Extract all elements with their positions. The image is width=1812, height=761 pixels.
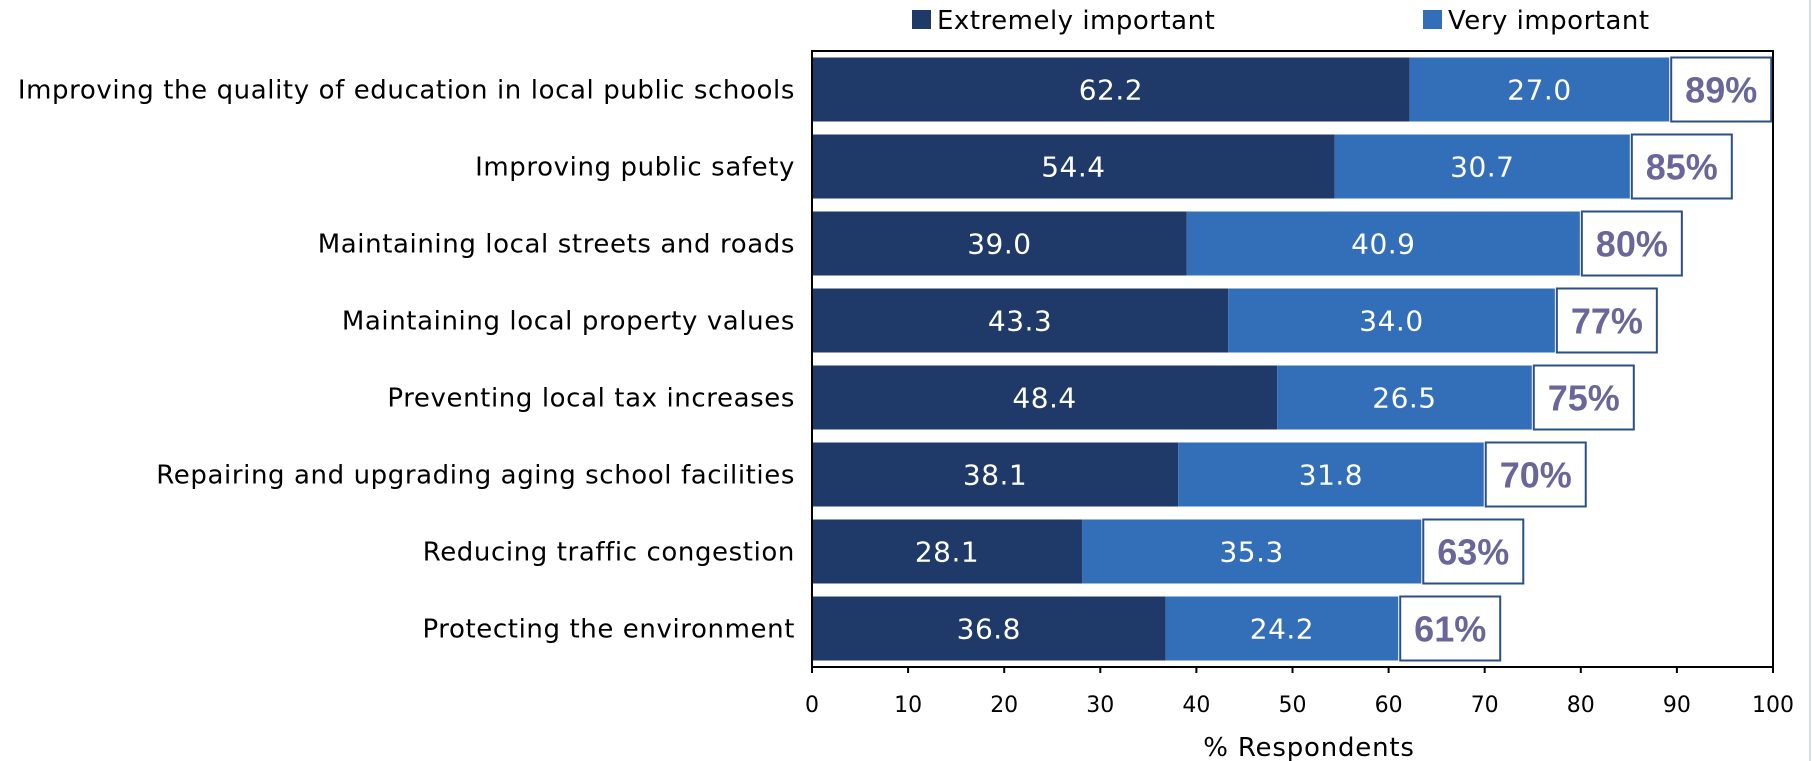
data-label-very-important: 35.3 — [1219, 536, 1283, 569]
x-tick-label: 20 — [990, 693, 1018, 718]
bar-very-important — [1186, 211, 1580, 276]
bar-very-important — [1277, 365, 1532, 430]
legend-label-very-important: Very important — [1448, 6, 1650, 36]
bar-extremely-important — [812, 211, 1187, 276]
bar-extremely-important — [812, 288, 1229, 353]
data-label-extremely-important: 39.0 — [967, 228, 1031, 261]
data-label-extremely-important: 54.4 — [1041, 151, 1105, 184]
bar-extremely-important — [812, 134, 1335, 199]
data-label-extremely-important: 62.2 — [1079, 74, 1143, 107]
category-label: Repairing and upgrading aging school fac… — [156, 461, 795, 491]
category-label: Reducing traffic congestion — [423, 538, 795, 568]
total-label: 77% — [1571, 301, 1643, 342]
x-tick-label: 40 — [1182, 693, 1210, 718]
legend: Extremely important Very important — [912, 6, 1650, 36]
x-tick-label: 10 — [894, 693, 922, 718]
bar-extremely-important — [812, 519, 1083, 584]
category-label: Improving public safety — [475, 153, 795, 183]
total-label: 85% — [1646, 147, 1718, 188]
category-label: Preventing local tax increases — [387, 384, 795, 414]
total-label: 63% — [1437, 532, 1509, 573]
x-tick-label: 100 — [1752, 693, 1794, 718]
total-box — [1399, 595, 1502, 662]
bar-very-important — [1082, 519, 1422, 584]
data-label-extremely-important: 36.8 — [957, 613, 1021, 646]
data-label-very-important: 40.9 — [1351, 228, 1415, 261]
category-label: Maintaining local streets and roads — [318, 230, 795, 260]
legend-swatch-very-important — [1423, 10, 1442, 29]
data-label-very-important: 24.2 — [1250, 613, 1314, 646]
total-box — [1630, 133, 1733, 200]
total-box — [1422, 518, 1525, 585]
total-label: 80% — [1596, 224, 1668, 265]
bar-extremely-important — [812, 365, 1278, 430]
axes — [811, 0, 1811, 761]
data-label-very-important: 26.5 — [1372, 382, 1436, 415]
x-tick-label: 30 — [1086, 693, 1114, 718]
category-labels: Improving the quality of education in lo… — [18, 76, 795, 645]
x-axis-label: % Respondents — [1203, 733, 1414, 761]
bar-very-important — [1409, 57, 1670, 122]
bar-extremely-important — [812, 57, 1410, 122]
bar-extremely-important — [812, 596, 1166, 661]
total-label: 70% — [1500, 455, 1572, 496]
x-tick-label: 90 — [1663, 693, 1691, 718]
bar-extremely-important — [812, 442, 1179, 507]
total-box — [1670, 56, 1773, 123]
data-label-extremely-important: 28.1 — [915, 536, 979, 569]
x-tick-label: 80 — [1567, 693, 1595, 718]
total-label: 61% — [1414, 609, 1486, 650]
total-label: 89% — [1685, 70, 1757, 111]
x-tick-label: 70 — [1471, 693, 1499, 718]
x-tick-label: 50 — [1279, 693, 1307, 718]
data-label-extremely-important: 48.4 — [1012, 382, 1076, 415]
category-label: Improving the quality of education in lo… — [18, 76, 795, 106]
data-label-very-important: 34.0 — [1359, 305, 1423, 338]
total-box — [1580, 210, 1683, 277]
total-label: 75% — [1548, 378, 1620, 419]
bar-very-important — [1178, 442, 1484, 507]
data-label-extremely-important: 43.3 — [988, 305, 1052, 338]
category-label: Maintaining local property values — [342, 307, 795, 337]
x-tick-label: 60 — [1375, 693, 1403, 718]
bar-very-important — [1334, 134, 1630, 199]
legend-label-extremely-important: Extremely important — [937, 6, 1215, 36]
bar-very-important — [1228, 288, 1555, 353]
total-box — [1484, 441, 1587, 508]
bar-very-important — [1165, 596, 1399, 661]
total-box — [1555, 287, 1658, 354]
x-tick-label: 0 — [805, 693, 819, 718]
category-label: Protecting the environment — [422, 615, 795, 645]
legend-swatch-extremely-important — [912, 10, 931, 29]
data-label-very-important: 27.0 — [1507, 74, 1571, 107]
data-label-very-important: 31.8 — [1299, 459, 1363, 492]
total-box — [1532, 364, 1635, 431]
data-label-very-important: 30.7 — [1450, 151, 1514, 184]
data-label-extremely-important: 38.1 — [963, 459, 1027, 492]
bars-group: 62.2 27.0 89% 54.4 30.7 85% 39.0 40.9 80% 43.3 34.… — [812, 56, 1773, 662]
x-tick-labels: 0 10 20 30 40 50 60 70 80 90 100 — [805, 693, 1794, 718]
